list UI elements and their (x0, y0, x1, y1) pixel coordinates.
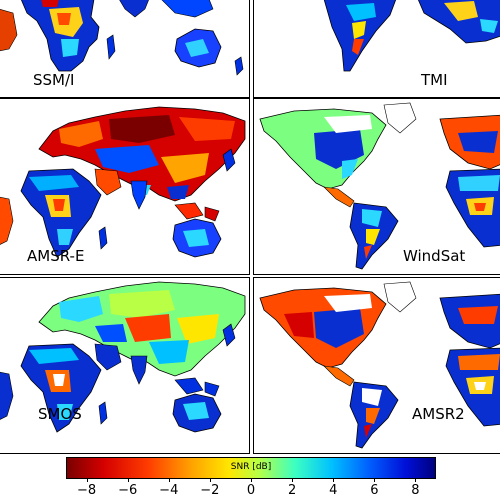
eastern-hemisphere-map (0, 281, 246, 433)
panel-label: AMSR-E (27, 247, 85, 265)
map-panel-amsr-e: AMSR-E (0, 98, 250, 275)
colorbar-title: SNR [dB] (230, 462, 272, 472)
map-panel-ssmi: SSM/I (0, 0, 250, 98)
eastern-hemisphere-map (0, 106, 246, 258)
panel-label: AMSR2 (412, 405, 465, 423)
colorbar-tick-mark (415, 478, 417, 482)
western-hemisphere-map (259, 281, 500, 449)
colorbar-tick-mark (251, 478, 252, 482)
colorbar-tick-mark (292, 478, 294, 482)
colorbar-tick-label: 2 (287, 483, 297, 498)
panel-label: TMI (421, 71, 448, 89)
panel-label: SMOS (38, 405, 82, 423)
colorbar-tick-mark (168, 478, 170, 482)
eastern-hemisphere-map (0, 0, 244, 76)
colorbar-tick-label: −2 (200, 483, 220, 498)
panel-label: WindSat (403, 247, 466, 265)
western-hemisphere-map (323, 0, 500, 72)
colorbar-tick-label: −8 (76, 483, 97, 498)
colorbar-tick-label: −4 (159, 483, 179, 498)
colorbar-tick-label: 4 (329, 483, 338, 498)
colorbar-tick-label: 6 (370, 483, 379, 498)
colorbar-tick-label: −6 (118, 483, 138, 498)
map-panel-tmi: TMI (253, 0, 500, 98)
colorbar-tick-mark (127, 478, 129, 482)
map-panel-smos: SMOS (0, 277, 250, 454)
western-hemisphere-map (259, 102, 500, 270)
panel-label: SSM/I (33, 71, 75, 89)
colorbar-tick-label: 0 (246, 483, 256, 498)
colorbar: SNR [dB] (66, 457, 436, 479)
map-panel-amsr2: AMSR2 (253, 277, 500, 454)
colorbar-tick-label: 8 (411, 483, 420, 498)
colorbar-tick-mark (333, 478, 335, 482)
colorbar-tick-mark (374, 478, 376, 482)
colorbar-tick-mark (86, 478, 88, 482)
colorbar-tick-mark (209, 478, 211, 482)
map-panel-windsat: WindSat (253, 98, 500, 275)
